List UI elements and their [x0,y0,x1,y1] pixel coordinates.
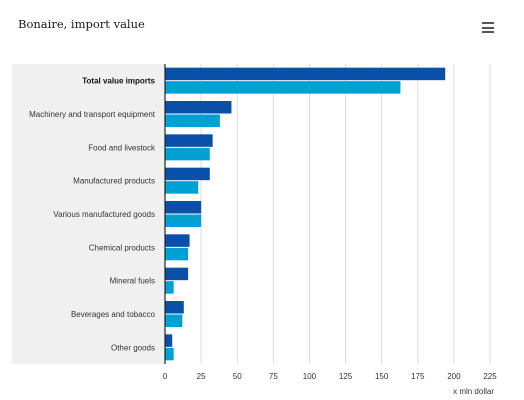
bar-series2 [165,281,174,294]
bar-series1 [165,267,189,281]
category-label: Machinery and transport equipment [29,110,156,119]
bar-series2 [165,347,174,361]
bar-series2 [165,247,189,261]
bar-series2 [165,81,401,94]
bar-series1 [165,301,184,314]
bar-series1 [165,234,190,247]
bar-series1 [165,101,232,114]
category-label: Manufactured products [73,177,155,186]
bar-series1 [165,201,202,214]
bar-series1 [165,334,173,347]
category-label: Total value imports [82,77,155,86]
category-label: Other goods [111,343,155,352]
category-label: Mineral fuels [110,277,155,286]
x-tick-label: 200 [447,372,461,381]
category-label: Food and livestock [88,143,156,152]
x-tick-label: 25 [197,372,206,381]
bar-series2 [165,314,183,327]
x-tick-label: 75 [269,372,278,381]
x-tick-label: 50 [233,372,242,381]
x-tick-label: 100 [303,372,317,381]
bar-series2 [165,147,210,161]
x-tick-label: 125 [339,372,353,381]
category-band [12,64,165,364]
category-label: Various manufactured goods [53,210,155,219]
bar-series2 [165,181,199,194]
x-tick-label: 150 [375,372,389,381]
hamburger-menu-icon[interactable] [482,22,494,33]
bar-series2 [165,214,202,227]
bar-series2 [165,114,220,127]
x-tick-label: 225 [483,372,497,381]
bar-series1 [165,67,446,81]
x-tick-label: 175 [411,372,425,381]
chart-title: Bonaire, import value [18,17,145,31]
category-label: Beverages and tobacco [71,310,156,319]
unit-label: x mln dollar [453,387,494,396]
x-tick-label: 0 [163,372,168,381]
bar-series1 [165,167,210,181]
category-label: Chemical products [89,243,155,252]
bar-series1 [165,134,213,147]
